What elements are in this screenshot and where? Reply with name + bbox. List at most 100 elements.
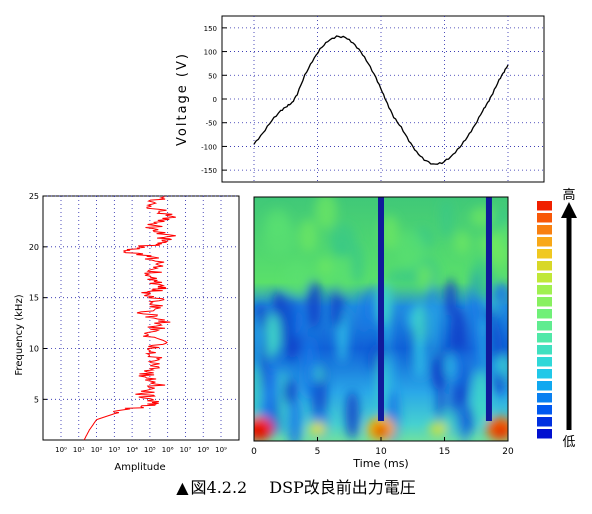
voltage-series-line xyxy=(253,35,509,165)
colorbar-swatch xyxy=(537,309,552,319)
frequency-y-label: Frequency (kHz) xyxy=(14,294,25,375)
heatmap-cell xyxy=(492,355,502,378)
heatmap-cell xyxy=(368,284,377,329)
heatmap-cell xyxy=(333,239,348,257)
colorbar-arrow-head-icon xyxy=(561,202,577,218)
figure-title: DSP改良前出力電圧 xyxy=(269,478,416,497)
colorbar-swatch xyxy=(537,261,552,271)
heatmap-cell xyxy=(461,403,468,441)
colorbar-swatch xyxy=(537,333,552,343)
amplitude-y-tick-label: 15 xyxy=(29,294,39,303)
voltage-y-tick-label: -50 xyxy=(206,120,217,128)
heatmap-x-label: Time (ms) xyxy=(352,457,408,470)
colorbar-bottom-label: 低 xyxy=(562,435,575,450)
amplitude-x-label: Amplitude xyxy=(114,462,165,473)
heatmap-cell xyxy=(311,380,322,417)
heatmap-cell xyxy=(287,397,302,441)
heatmap-dark-bands xyxy=(378,197,492,421)
heatmap-hotspot-core xyxy=(494,425,507,437)
triangle-icon: ▲ xyxy=(176,478,189,497)
heatmap-cell xyxy=(264,208,291,238)
heatmap-x-tick-label: 0 xyxy=(251,447,257,457)
colorbar-swatch xyxy=(537,237,552,247)
heatmap-cell xyxy=(454,231,471,255)
amplitude-x-tick-label: 10⁶ xyxy=(162,446,174,454)
amplitude-x-tick-label: 10⁷ xyxy=(180,446,192,454)
heatmap-cell xyxy=(387,349,394,396)
colorbar-swatch xyxy=(537,429,552,439)
heatmap-cell xyxy=(254,314,260,375)
amplitude-x-ticks: 10⁰ 10¹ 10² 10³ 10⁴ 10⁵ 10⁶ 10⁷ 10⁸ 10⁹ xyxy=(55,446,227,454)
amplitude-plot-frame xyxy=(42,195,240,441)
heatmap-x-ticks: 0 5 10 15 20 xyxy=(251,437,514,457)
amplitude-x-tick-label: 10⁵ xyxy=(144,446,156,454)
heatmap-dark-band xyxy=(378,197,384,421)
heatmap-dark-band xyxy=(485,197,492,421)
voltage-y-tick-label: -150 xyxy=(201,167,217,175)
voltage-y-tick-label: -100 xyxy=(201,143,217,151)
colorbar-swatch xyxy=(537,201,552,211)
voltage-y-label: Voltage (V) xyxy=(175,52,190,146)
heatmap-cell xyxy=(444,352,455,379)
heatmap-cell xyxy=(454,348,465,389)
heatmap-cell xyxy=(302,336,317,399)
heatmap-cell xyxy=(379,214,399,250)
amplitude-x-tick-label: 10² xyxy=(91,446,103,454)
colorbar-top-label: 高 xyxy=(562,187,575,203)
amplitude-x-tick-label: 10⁹ xyxy=(215,446,227,454)
colorbar-swatch xyxy=(537,393,552,403)
heatmap-cell xyxy=(474,313,482,373)
heatmap-hotspot xyxy=(308,422,327,436)
colorbar-swatch xyxy=(537,369,552,379)
heatmap-cell xyxy=(416,265,434,289)
heatmap-cell xyxy=(450,307,467,365)
amplitude-x-tick-label: 10³ xyxy=(108,446,120,454)
heatmap-cell xyxy=(480,315,488,340)
voltage-y-tick-label: 100 xyxy=(204,49,217,57)
amplitude-y-tick-label: 10 xyxy=(29,345,39,354)
heatmap-cell xyxy=(298,219,318,252)
heatmap-x-tick-label: 10 xyxy=(375,447,387,457)
colorbar-swatch xyxy=(537,345,552,355)
heatmap-x-tick-label: 5 xyxy=(315,447,321,457)
heatmap-cell xyxy=(315,197,337,230)
heatmap-cell xyxy=(493,282,508,304)
heatmap-cell xyxy=(254,362,263,418)
colorbar-swatch xyxy=(537,321,552,331)
heatmap-cell xyxy=(439,198,454,239)
voltage-grid xyxy=(222,16,544,182)
heatmap-cell xyxy=(412,336,427,379)
colorbar-swatch xyxy=(537,249,552,259)
heatmap-cell xyxy=(498,220,508,250)
colorbar-swatch xyxy=(537,381,552,391)
colorbar-swatch xyxy=(537,405,552,415)
figure-caption: ▲ 図4.2.2 DSP改良前出力電圧 xyxy=(0,474,592,498)
voltage-y-tick-label: 0 xyxy=(213,96,217,104)
heatmap-cell xyxy=(396,230,426,271)
colorbar-swatch xyxy=(537,213,552,223)
heatmap-cell xyxy=(345,390,359,440)
colorbar-swatch xyxy=(537,273,552,283)
amplitude-plot: 25 20 15 10 5 10⁰ 10¹ 10² 10³ 10⁴ 10⁵ 10⁶ 10⁷ 10⁸ 10⁹… xyxy=(14,192,240,473)
figure-number: 図4.2.2 xyxy=(190,478,248,497)
amplitude-y-tick-label: 25 xyxy=(29,192,39,201)
amplitude-x-tick-label: 10⁰ xyxy=(55,446,67,454)
amplitude-x-tick-label: 10⁴ xyxy=(126,446,138,454)
colorbar: 高 低 xyxy=(537,187,577,450)
colorbar-swatches xyxy=(537,201,552,439)
amplitude-x-tick-label: 10⁸ xyxy=(197,446,209,454)
heatmap-cell xyxy=(330,284,344,329)
amplitude-y-tick-label: 5 xyxy=(34,395,39,404)
amplitude-y-tick-label: 20 xyxy=(29,243,39,252)
heatmap-hotspot-core xyxy=(374,425,388,437)
colorbar-swatch xyxy=(537,297,552,307)
voltage-y-ticks: 150 100 50 0 -50 -100 -150 xyxy=(201,25,227,175)
voltage-y-tick-label: 150 xyxy=(204,25,217,33)
heatmap-cell xyxy=(472,369,491,422)
heatmap-cell xyxy=(350,243,364,286)
colorbar-swatch xyxy=(537,357,552,367)
amplitude-y-ticks: 25 20 15 10 5 xyxy=(29,192,47,404)
heatmap-x-tick-label: 20 xyxy=(502,447,514,457)
amplitude-series-line xyxy=(83,195,176,441)
